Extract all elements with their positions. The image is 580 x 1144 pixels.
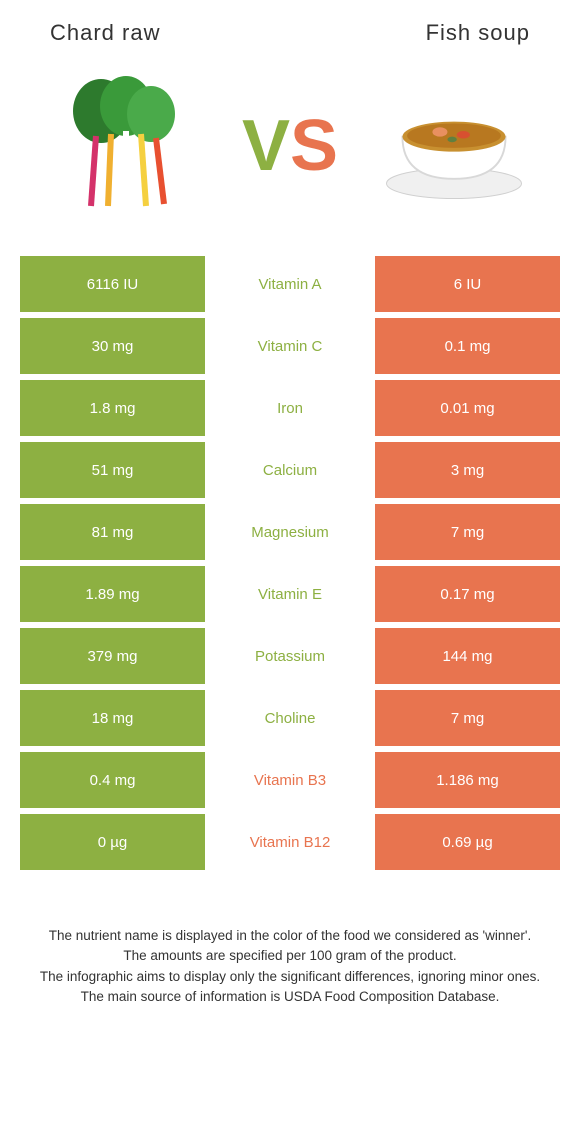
left-value: 6116 IU bbox=[20, 256, 205, 312]
soup-image bbox=[379, 71, 529, 221]
nutrient-row: 6116 IUVitamin A6 IU bbox=[20, 256, 560, 312]
right-value: 6 IU bbox=[375, 256, 560, 312]
left-value: 18 mg bbox=[20, 690, 205, 746]
nutrient-name: Magnesium bbox=[205, 504, 375, 560]
nutrient-table: 6116 IUVitamin A6 IU 30 mgVitamin C0.1 mg… bbox=[0, 256, 580, 870]
nutrient-row: 0.4 mgVitamin B31.186 mg bbox=[20, 752, 560, 808]
soup-icon bbox=[379, 81, 529, 211]
right-value: 0.01 mg bbox=[375, 380, 560, 436]
nutrient-row: 1.89 mgVitamin E0.17 mg bbox=[20, 566, 560, 622]
nutrient-name: Vitamin B3 bbox=[205, 752, 375, 808]
footer-line-3: The infographic aims to display only the… bbox=[30, 967, 550, 987]
vs-label: VS bbox=[242, 105, 338, 187]
right-value: 144 mg bbox=[375, 628, 560, 684]
images-row: VS bbox=[0, 56, 580, 256]
vs-v: V bbox=[242, 105, 290, 187]
nutrient-name: Calcium bbox=[205, 442, 375, 498]
footer-notes: The nutrient name is displayed in the co… bbox=[0, 876, 580, 1027]
left-value: 1.8 mg bbox=[20, 380, 205, 436]
nutrient-name: Vitamin E bbox=[205, 566, 375, 622]
nutrient-name: Potassium bbox=[205, 628, 375, 684]
left-food-title: Chard raw bbox=[50, 20, 160, 46]
footer-line-4: The main source of information is USDA F… bbox=[30, 987, 550, 1007]
nutrient-row: 30 mgVitamin C0.1 mg bbox=[20, 318, 560, 374]
nutrient-row: 379 mgPotassium144 mg bbox=[20, 628, 560, 684]
nutrient-row: 18 mgCholine7 mg bbox=[20, 690, 560, 746]
left-value: 379 mg bbox=[20, 628, 205, 684]
right-value: 0.1 mg bbox=[375, 318, 560, 374]
chard-icon bbox=[56, 76, 196, 216]
left-value: 0.4 mg bbox=[20, 752, 205, 808]
nutrient-row: 81 mgMagnesium7 mg bbox=[20, 504, 560, 560]
chard-image bbox=[51, 71, 201, 221]
header-row: Chard raw Fish soup bbox=[0, 0, 580, 56]
nutrient-name: Vitamin C bbox=[205, 318, 375, 374]
nutrient-row: 0 µgVitamin B120.69 µg bbox=[20, 814, 560, 870]
right-value: 3 mg bbox=[375, 442, 560, 498]
right-value: 7 mg bbox=[375, 690, 560, 746]
footer-line-2: The amounts are specified per 100 gram o… bbox=[30, 946, 550, 966]
right-value: 0.17 mg bbox=[375, 566, 560, 622]
nutrient-name: Iron bbox=[205, 380, 375, 436]
left-value: 0 µg bbox=[20, 814, 205, 870]
nutrient-row: 51 mgCalcium3 mg bbox=[20, 442, 560, 498]
vs-s: S bbox=[290, 105, 338, 187]
left-value: 81 mg bbox=[20, 504, 205, 560]
nutrient-name: Choline bbox=[205, 690, 375, 746]
nutrient-row: 1.8 mgIron0.01 mg bbox=[20, 380, 560, 436]
right-value: 1.186 mg bbox=[375, 752, 560, 808]
left-value: 1.89 mg bbox=[20, 566, 205, 622]
right-value: 7 mg bbox=[375, 504, 560, 560]
footer-line-1: The nutrient name is displayed in the co… bbox=[30, 926, 550, 946]
left-value: 51 mg bbox=[20, 442, 205, 498]
left-value: 30 mg bbox=[20, 318, 205, 374]
nutrient-name: Vitamin A bbox=[205, 256, 375, 312]
right-food-title: Fish soup bbox=[426, 20, 530, 46]
right-value: 0.69 µg bbox=[375, 814, 560, 870]
nutrient-name: Vitamin B12 bbox=[205, 814, 375, 870]
